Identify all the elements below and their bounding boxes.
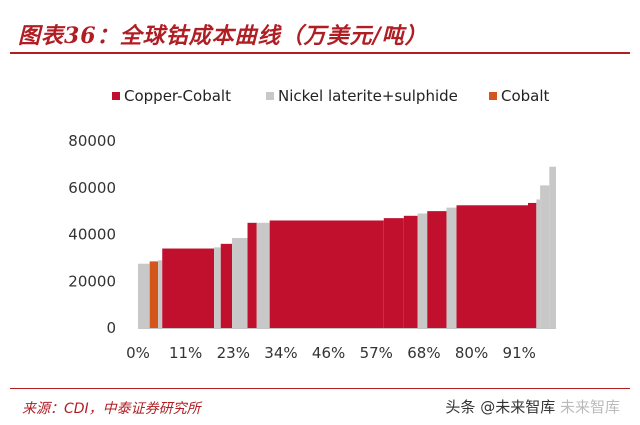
- y-tick-label: 60000: [68, 179, 116, 197]
- x-axis: 0% 11% 23% 34% 46% 57% 68% 80% 91%: [126, 327, 556, 362]
- y-tick-label: 40000: [68, 226, 116, 244]
- legend-swatch-copper-cobalt: [112, 92, 120, 100]
- legend-label-copper-cobalt: Copper-Cobalt: [124, 87, 231, 105]
- watermark-faint: 未来智库: [559, 398, 620, 416]
- x-tick-label: 34%: [264, 344, 297, 362]
- cost-bar: [446, 207, 457, 328]
- cost-bar: [427, 211, 447, 329]
- cost-bar: [417, 213, 428, 328]
- x-tick-label: 57%: [360, 344, 393, 362]
- legend-label-nickel-laterite-sulphide: Nickel laterite+sulphide: [278, 87, 458, 105]
- cost-bar: [138, 263, 150, 328]
- watermark-prefix: 头条: [445, 398, 476, 416]
- x-tick-label: 0%: [126, 344, 150, 362]
- x-tick-label: 11%: [169, 344, 202, 362]
- footer-divider: [10, 388, 630, 389]
- y-tick-label: 0: [106, 319, 116, 337]
- cost-bar: [158, 260, 163, 328]
- source-note: 来源：CDI，中泰证券研究所: [22, 401, 201, 417]
- cost-bar: [247, 222, 257, 328]
- x-tick-label: 80%: [455, 344, 488, 362]
- cost-bar: [549, 166, 556, 328]
- watermark-brand: @未来智库: [480, 398, 556, 416]
- cost-bar: [214, 247, 221, 328]
- x-tick-label: 46%: [312, 344, 345, 362]
- bars: [138, 166, 556, 329]
- cost-bar: [383, 218, 404, 328]
- cost-bar: [256, 222, 270, 328]
- x-tick-label: 91%: [503, 344, 536, 362]
- cost-bar: [149, 261, 159, 328]
- y-tick-label: 20000: [68, 272, 116, 290]
- watermark: 头条 @未来智库 未来智库: [445, 396, 620, 417]
- y-tick-label: 80000: [68, 132, 116, 150]
- cost-bar: [540, 185, 550, 328]
- legend-swatch-nickel-laterite-sulphide: [266, 92, 274, 100]
- title-divider: [10, 52, 630, 54]
- cost-bar: [536, 199, 541, 328]
- legend-label-cobalt: Cobalt: [501, 87, 550, 105]
- cost-bar: [403, 215, 418, 328]
- cost-bar: [456, 205, 528, 328]
- x-tick-label: 23%: [217, 344, 250, 362]
- cost-bar: [527, 202, 537, 328]
- x-tick-label: 68%: [407, 344, 440, 362]
- cost-bar: [220, 243, 233, 328]
- y-axis: 0 20000 40000 60000 80000: [68, 132, 116, 337]
- legend-swatch-cobalt: [489, 92, 497, 100]
- cost-bar: [232, 238, 248, 328]
- cost-bar: [162, 248, 215, 328]
- legend: Copper-Cobalt Nickel laterite+sulphide Cob…: [112, 87, 550, 105]
- chart-title: 图表36：全球钴成本曲线（万美元/吨）: [18, 23, 428, 49]
- cost-bar: [269, 220, 384, 328]
